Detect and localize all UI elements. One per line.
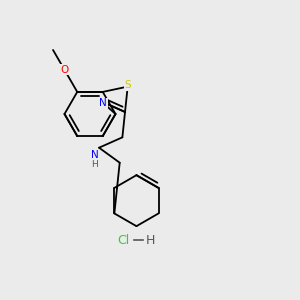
Text: S: S [124,80,131,90]
Text: H: H [145,233,155,247]
Text: N: N [91,150,98,160]
Text: O: O [60,65,69,75]
Text: H: H [91,160,98,169]
Text: Cl: Cl [117,233,129,247]
Text: N: N [99,98,107,108]
